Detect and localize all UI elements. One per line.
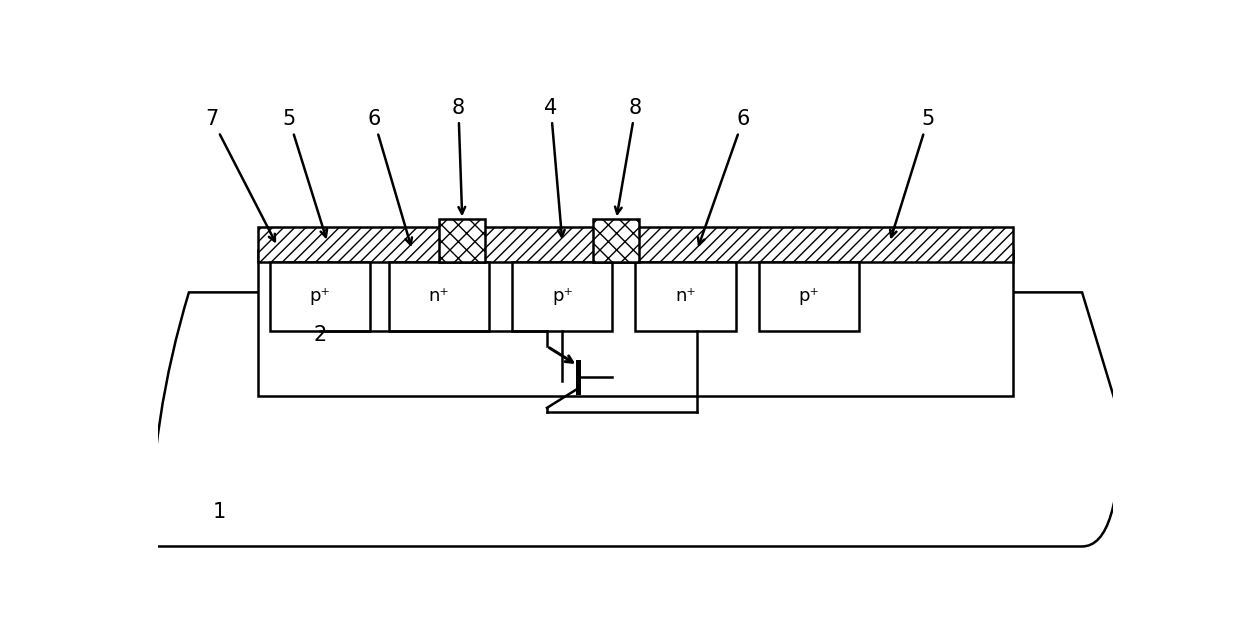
Bar xyxy=(635,261,735,331)
Bar xyxy=(389,261,490,331)
Text: n⁺: n⁺ xyxy=(429,287,450,305)
Text: 1: 1 xyxy=(213,502,227,522)
Text: 8: 8 xyxy=(615,98,642,214)
Bar xyxy=(439,219,485,261)
Text: p⁺: p⁺ xyxy=(552,287,573,305)
Text: 7: 7 xyxy=(206,109,275,241)
Text: n⁺: n⁺ xyxy=(675,287,696,305)
Text: 6: 6 xyxy=(367,109,412,245)
Text: 6: 6 xyxy=(698,109,750,245)
Text: p⁺: p⁺ xyxy=(799,287,820,305)
Bar xyxy=(759,261,859,331)
Text: 2: 2 xyxy=(314,325,326,345)
Bar xyxy=(258,227,1013,261)
PathPatch shape xyxy=(150,292,1121,547)
Bar xyxy=(593,219,640,261)
Text: 5: 5 xyxy=(890,109,935,237)
Text: p⁺: p⁺ xyxy=(309,287,330,305)
Bar xyxy=(512,261,613,331)
Bar xyxy=(270,261,370,331)
Bar xyxy=(258,250,1013,396)
Text: 4: 4 xyxy=(544,98,564,237)
Text: 5: 5 xyxy=(283,109,327,237)
Text: 8: 8 xyxy=(451,98,465,214)
